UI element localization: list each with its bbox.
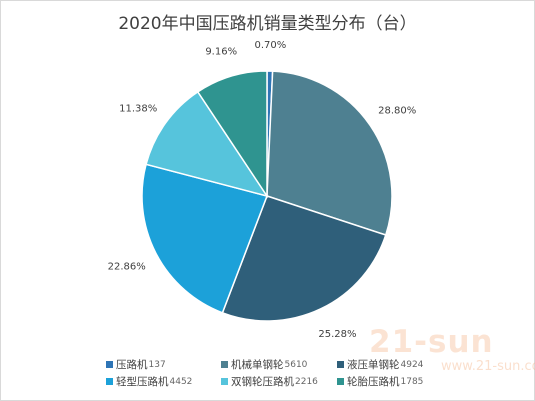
slice-percent-label-1: 28.80%	[378, 106, 416, 117]
legend-item-0: 压路机 137	[106, 357, 221, 372]
legend-row: 轻型压路机 4452 双钢轮压路机 2216 轮胎压路机 1785	[106, 373, 535, 390]
legend-swatch-0	[106, 361, 113, 368]
legend-name-1: 机械单钢轮	[231, 359, 284, 371]
legend-swatch-4	[221, 378, 228, 385]
legend-value-2: 4924	[400, 359, 424, 370]
legend-value-4: 2216	[295, 376, 318, 387]
pie-slice-2	[221, 195, 387, 322]
legend-row: 压路机 137 机械单钢轮 5610 液压单钢轮 4924	[106, 356, 535, 373]
legend-swatch-2	[337, 361, 344, 368]
legend-name-0: 压路机	[116, 359, 148, 371]
legend-name-2: 液压单钢轮	[347, 359, 400, 371]
legend-item-1: 机械单钢轮 5610	[221, 357, 337, 372]
legend: 压路机 137 机械单钢轮 5610 液压单钢轮 4924 轻型压路机 4452 双钢轮压路机 2…	[106, 356, 535, 390]
legend-item-5: 轮胎压路机 1785	[337, 374, 423, 389]
legend-value-1: 5610	[284, 359, 308, 370]
legend-value-5: 1785	[400, 376, 424, 387]
legend-swatch-5	[337, 378, 344, 385]
chart-title: 2020年中国压路机销量类型分布（台）	[118, 14, 417, 34]
legend-item-3: 轻型压路机 4452	[106, 374, 221, 389]
pie-slice-4	[145, 90, 269, 198]
legend-value-3: 4452	[169, 376, 193, 387]
legend-swatch-1	[221, 361, 228, 368]
pie-slice-5	[196, 70, 268, 199]
legend-swatch-3	[106, 378, 113, 385]
legend-name-4: 双钢轮压路机	[231, 376, 294, 388]
slice-percent-label-5: 9.16%	[205, 47, 237, 58]
legend-name-5: 轮胎压路机	[347, 376, 400, 388]
pie-slice-3	[141, 163, 268, 314]
slice-percent-label-4: 11.38%	[119, 104, 157, 115]
watermark-logo: 21-sun	[369, 324, 494, 360]
legend-item-4: 双钢轮压路机 2216	[221, 374, 337, 389]
slice-percent-label-3: 22.86%	[108, 262, 146, 273]
slice-percent-label-2: 25.28%	[318, 329, 356, 340]
pie-slice-1	[266, 70, 393, 236]
legend-value-0: 137	[148, 359, 166, 370]
slice-percent-label-0: 0.70%	[255, 40, 287, 51]
legend-item-2: 液压单钢轮 4924	[337, 357, 423, 372]
legend-name-3: 轻型压路机	[116, 376, 169, 388]
watermark-url: www.21-sun.com	[441, 359, 535, 374]
